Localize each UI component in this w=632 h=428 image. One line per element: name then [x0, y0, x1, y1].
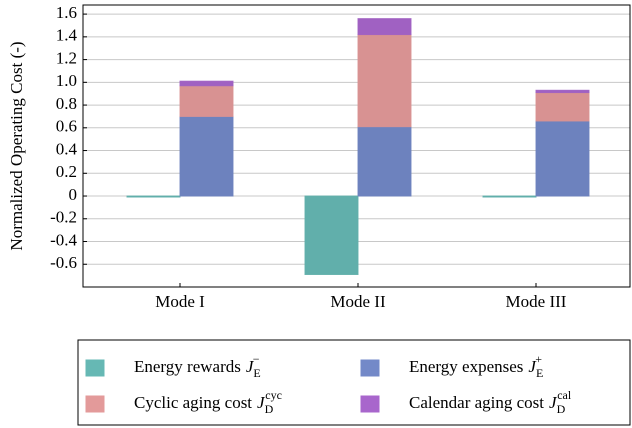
legend-symbol-sub: E — [253, 366, 260, 380]
legend-symbol: J — [257, 393, 266, 412]
bar — [535, 92, 590, 122]
legend-name: Energy rewards — [134, 357, 241, 376]
legend-swatch — [85, 359, 105, 377]
legend-label: Energy expenses JE+ — [409, 352, 543, 380]
y-tick-label: 1.0 — [56, 71, 77, 90]
legend-label: Energy rewards JE− — [134, 352, 261, 380]
legend-symbol-sub: E — [536, 366, 543, 380]
legend-symbol: J — [246, 357, 255, 376]
y-axis-label: Normalized Operating Cost (-) — [7, 41, 26, 250]
legend-box — [77, 339, 631, 426]
legend-name: Cyclic aging cost — [134, 393, 252, 412]
legend-symbol: J — [528, 357, 537, 376]
legend-swatch — [360, 359, 380, 377]
x-tick-label: Mode III — [506, 292, 567, 311]
bar — [535, 89, 590, 94]
legend-symbol: J — [549, 393, 558, 412]
bar — [357, 34, 412, 128]
y-tick-label: 1.4 — [56, 26, 78, 45]
bar — [179, 115, 234, 197]
y-tick-label: 0.6 — [56, 117, 77, 136]
bar — [357, 18, 412, 36]
y-tick-label: -0.6 — [50, 253, 77, 272]
legend-name: Energy expenses — [409, 357, 523, 376]
bar — [482, 195, 537, 198]
y-tick-label: 0 — [69, 185, 78, 204]
bar — [304, 195, 359, 275]
bar — [179, 80, 234, 87]
bar — [357, 126, 412, 197]
legend-symbol-sup: − — [253, 352, 260, 366]
legend-symbol-sup: cal — [557, 388, 572, 402]
legend-symbol-sub: D — [265, 402, 274, 416]
legend-label: Calendar aging cost JDcal — [409, 388, 572, 416]
legend-swatch — [360, 395, 380, 413]
y-tick-label: 1.2 — [56, 48, 77, 67]
y-tick-label: 1.6 — [56, 3, 77, 22]
y-tick-label: 0.8 — [56, 94, 77, 113]
bar — [179, 85, 234, 117]
plot-frame — [82, 4, 631, 288]
y-tick-label: -0.4 — [50, 230, 77, 249]
legend-symbol-sup: + — [535, 352, 542, 366]
legend-symbol-sub: D — [557, 402, 566, 416]
legend-label: Cyclic aging cost JDcyc — [134, 388, 282, 416]
legend-name: Calendar aging cost — [409, 393, 544, 412]
bar — [535, 120, 590, 197]
y-tick-label: 0.4 — [56, 139, 78, 158]
x-tick-label: Mode II — [330, 292, 386, 311]
bar — [126, 195, 181, 198]
y-tick-label: -0.2 — [50, 208, 77, 227]
y-tick-label: 0.2 — [56, 162, 77, 181]
legend-symbol-sup: cyc — [265, 388, 282, 402]
legend-swatch — [85, 395, 105, 413]
x-tick-label: Mode I — [155, 292, 205, 311]
